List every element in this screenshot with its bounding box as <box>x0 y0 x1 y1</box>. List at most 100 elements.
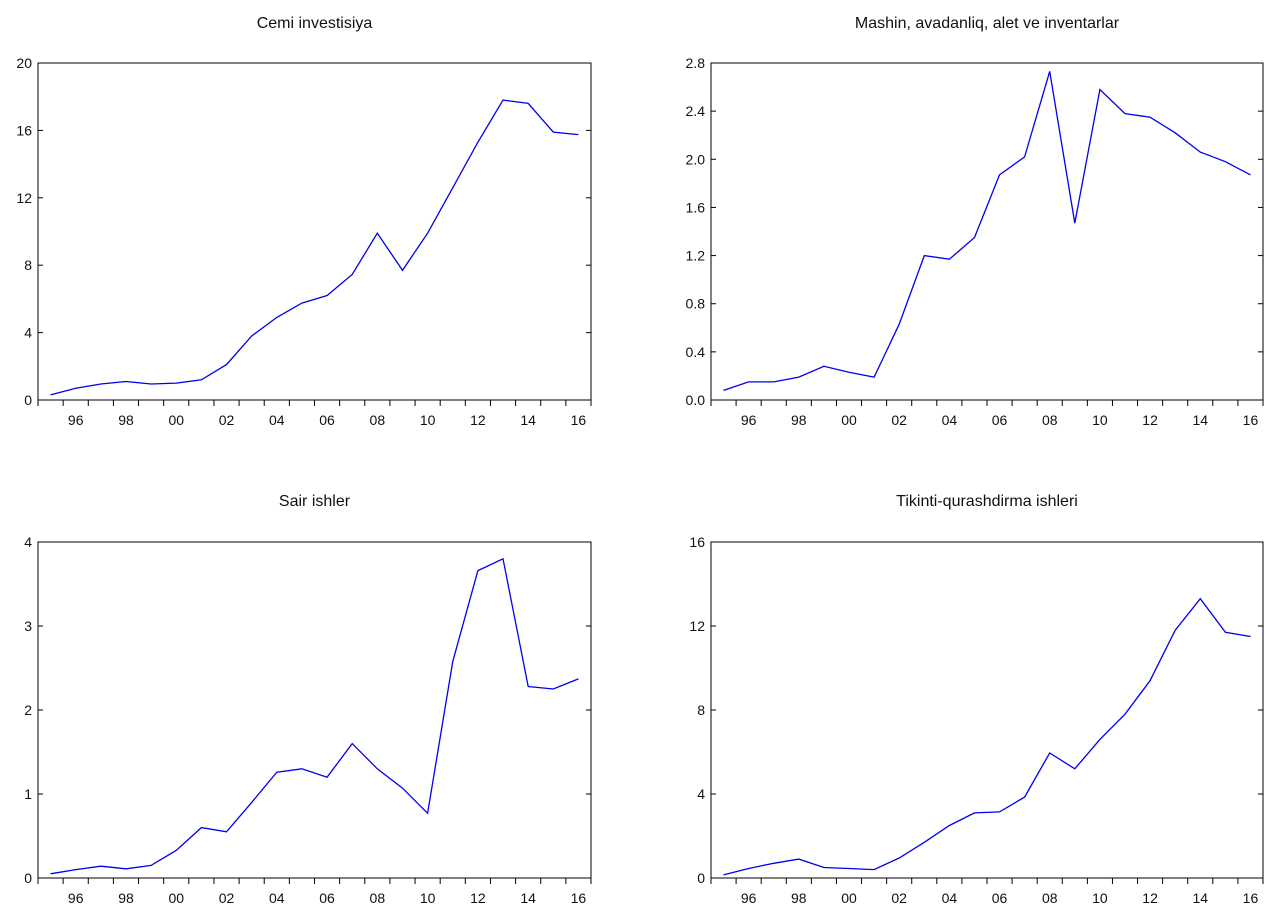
data-point <box>401 786 405 790</box>
data-point <box>822 364 826 368</box>
x-tick-label: 96 <box>68 890 84 906</box>
plot-frame <box>710 541 1264 879</box>
y-tick-label: 8 <box>697 702 705 718</box>
data-point <box>1249 635 1253 639</box>
data-point <box>225 830 229 834</box>
x-tick-label: 16 <box>571 890 587 906</box>
data-point <box>300 767 304 771</box>
data-point <box>772 380 776 384</box>
data-point <box>476 569 480 573</box>
x-tick-label: 08 <box>370 890 386 906</box>
y-tick-label: 4 <box>24 325 32 341</box>
data-point <box>1098 737 1102 741</box>
x-tick-label: 14 <box>520 412 536 428</box>
x-tick-label: 12 <box>1142 890 1158 906</box>
x-tick-label: 16 <box>571 412 587 428</box>
data-point <box>451 659 455 663</box>
data-point <box>501 98 505 102</box>
x-tick-label: 12 <box>1142 412 1158 428</box>
chart-title: Mashin, avadanliq, alet ve inventarlar <box>855 15 1120 32</box>
data-point <box>1048 69 1052 73</box>
data-point <box>325 294 329 298</box>
x-tick-label: 14 <box>520 890 536 906</box>
data-point <box>1173 131 1177 135</box>
data-point <box>300 301 304 305</box>
x-tick-label: 10 <box>1092 890 1108 906</box>
x-tick-label: 06 <box>319 890 335 906</box>
x-tick-label: 96 <box>68 412 84 428</box>
series-line <box>50 99 579 396</box>
series-line <box>723 597 1251 876</box>
data-point <box>124 867 128 871</box>
data-point <box>250 800 254 804</box>
data-point <box>1023 795 1027 799</box>
data-point <box>947 824 951 828</box>
data-point <box>998 173 1002 177</box>
data-point <box>375 231 379 235</box>
data-point <box>551 687 555 691</box>
y-tick-label: 1.2 <box>686 248 706 264</box>
plot-frame <box>37 541 592 879</box>
y-tick-label: 8 <box>24 257 32 273</box>
data-point <box>551 130 555 134</box>
y-tick-label: 0.0 <box>686 392 706 408</box>
data-point <box>275 315 279 319</box>
data-point <box>1098 88 1102 92</box>
x-tick-label: 10 <box>1092 412 1108 428</box>
data-point <box>1198 597 1202 601</box>
x-tick-label: 00 <box>168 890 184 906</box>
data-point <box>922 840 926 844</box>
y-tick-label: 16 <box>16 122 32 138</box>
series-line <box>50 557 579 875</box>
x-tick-label: 04 <box>269 890 285 906</box>
y-tick-label: 12 <box>689 618 705 634</box>
data-point <box>426 231 430 235</box>
data-point <box>1123 712 1127 716</box>
data-point <box>350 273 354 277</box>
data-point <box>124 380 128 384</box>
data-point <box>174 381 178 385</box>
data-point <box>797 375 801 379</box>
y-tick-label: 3 <box>24 618 32 634</box>
data-point <box>375 767 379 771</box>
data-point <box>149 382 153 386</box>
y-tick-label: 2 <box>24 702 32 718</box>
data-point <box>576 133 580 137</box>
y-tick-label: 16 <box>689 534 705 550</box>
data-point <box>401 268 405 272</box>
data-point <box>822 866 826 870</box>
data-point <box>199 826 203 830</box>
x-tick-label: 02 <box>219 890 235 906</box>
data-point <box>99 864 103 868</box>
y-tick-label: 0.8 <box>686 296 706 312</box>
data-point <box>149 863 153 867</box>
x-tick-label: 12 <box>470 412 486 428</box>
data-point <box>847 867 851 871</box>
x-tick-label: 06 <box>992 412 1008 428</box>
data-point <box>1123 112 1127 116</box>
chart-title: Cemi investisiya <box>257 15 373 32</box>
x-tick-label: 16 <box>1243 412 1259 428</box>
data-point <box>947 257 951 261</box>
x-tick-label: 08 <box>1042 412 1058 428</box>
data-point <box>199 378 203 382</box>
y-tick-label: 0 <box>697 870 705 886</box>
x-tick-label: 98 <box>118 890 134 906</box>
y-tick-label: 2.4 <box>686 103 706 119</box>
x-tick-label: 12 <box>470 890 486 906</box>
data-point <box>325 775 329 779</box>
data-point <box>722 388 726 392</box>
x-tick-label: 04 <box>942 412 958 428</box>
data-point <box>426 811 430 815</box>
x-tick-label: 10 <box>420 890 436 906</box>
plot-frame <box>710 62 1264 401</box>
data-point <box>1198 150 1202 154</box>
data-point <box>225 363 229 367</box>
x-tick-label: 14 <box>1192 890 1208 906</box>
data-point <box>973 236 977 240</box>
data-point <box>1073 221 1077 225</box>
x-tick-label: 08 <box>1042 890 1058 906</box>
x-tick-label: 00 <box>841 890 857 906</box>
data-point <box>1223 630 1227 634</box>
